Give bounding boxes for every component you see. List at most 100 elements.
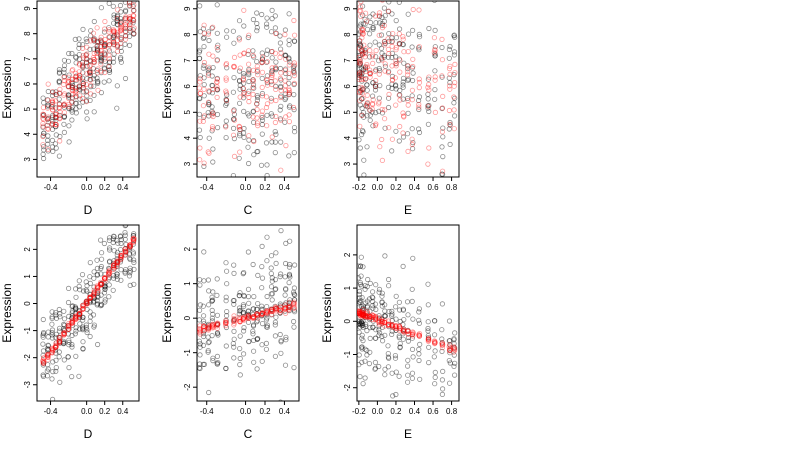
data-point-fitted — [286, 304, 292, 311]
data-point-observed — [110, 3, 116, 9]
data-point-fitted — [359, 312, 365, 318]
data-point-fitted — [410, 63, 416, 70]
data-point-fitted — [246, 99, 252, 105]
data-point-observed — [447, 338, 453, 344]
data-point-fitted — [359, 90, 366, 96]
data-point-observed — [131, 1, 137, 4]
data-point-fitted — [98, 47, 105, 53]
data-point-observed — [446, 338, 452, 344]
data-point-observed — [410, 316, 416, 322]
data-point-observed — [200, 361, 206, 367]
data-point-fitted — [397, 97, 403, 103]
data-point-observed — [210, 357, 216, 364]
data-point-fitted — [84, 60, 90, 66]
data-point-fitted — [99, 281, 105, 287]
data-point-observed — [278, 399, 283, 401]
data-point-observed — [69, 107, 75, 113]
data-point-observed — [95, 47, 101, 54]
data-point-fitted — [90, 54, 97, 61]
data-point-fitted — [65, 78, 71, 84]
data-point-observed — [131, 7, 137, 14]
data-point-observed — [358, 319, 364, 325]
data-point-fitted — [102, 36, 108, 43]
x-axis-title: E — [404, 427, 412, 441]
data-point-fitted — [45, 97, 51, 103]
data-point-fitted — [366, 314, 373, 320]
data-point-fitted — [94, 70, 101, 76]
data-point-observed — [357, 85, 362, 91]
data-point-observed — [114, 21, 120, 27]
data-point-fitted — [393, 63, 399, 69]
data-point-observed — [425, 76, 431, 82]
data-point-observed — [389, 323, 395, 329]
data-point-observed — [57, 311, 63, 317]
data-point-fitted — [385, 36, 391, 42]
data-point-fitted — [396, 324, 402, 330]
data-point-fitted — [432, 47, 438, 54]
data-point-observed — [367, 324, 373, 331]
data-point-observed — [385, 8, 391, 15]
data-point-fitted — [439, 57, 445, 63]
data-point-observed — [357, 324, 363, 330]
data-point-observed — [80, 326, 86, 333]
x-tick-label: 0.0 — [240, 407, 252, 416]
data-point-fitted — [224, 97, 230, 104]
data-point-fitted — [357, 89, 362, 95]
data-point-observed — [389, 54, 395, 61]
data-point-fitted — [282, 31, 288, 38]
data-point-observed — [405, 312, 411, 318]
data-point-fitted — [49, 346, 56, 353]
data-point-observed — [236, 18, 243, 24]
data-point-observed — [392, 355, 399, 361]
data-point-observed — [91, 109, 97, 115]
data-point-observed — [102, 43, 108, 49]
data-point-observed — [45, 104, 51, 110]
data-point-fitted — [61, 81, 67, 88]
data-point-observed — [69, 332, 75, 339]
data-point-fitted — [446, 83, 453, 89]
data-point-fitted — [359, 27, 366, 34]
data-point-fitted — [379, 318, 385, 325]
data-point-observed — [286, 272, 293, 278]
data-point-fitted — [359, 314, 365, 320]
data-point-fitted — [259, 59, 265, 66]
data-point-fitted — [49, 98, 56, 104]
data-point-observed — [209, 298, 215, 304]
data-point-observed — [369, 289, 376, 295]
data-point-fitted — [201, 160, 207, 166]
data-point-fitted — [362, 50, 368, 57]
x-tick-label: 0.4 — [279, 183, 291, 192]
data-point-observed — [127, 246, 133, 252]
data-point-fitted — [359, 29, 365, 35]
data-point-fitted — [214, 84, 220, 90]
data-point-observed — [379, 290, 385, 296]
data-point-observed — [61, 339, 67, 346]
data-point-fitted — [376, 101, 382, 107]
data-point-observed — [224, 28, 230, 34]
data-point-observed — [114, 273, 120, 279]
data-point-fitted — [127, 22, 133, 28]
data-point-observed — [381, 313, 387, 319]
data-point-observed — [69, 79, 75, 85]
data-point-fitted — [364, 64, 371, 70]
data-point-observed — [366, 316, 373, 323]
data-point-fitted — [52, 344, 59, 351]
data-point-observed — [201, 62, 207, 69]
data-point-observed — [76, 283, 82, 289]
data-point-observed — [365, 276, 371, 283]
data-point-observed — [87, 333, 93, 340]
data-point-observed — [201, 82, 207, 88]
data-point-fitted — [264, 308, 270, 314]
data-point-observed — [130, 27, 136, 33]
data-point-observed — [370, 324, 376, 331]
data-point-fitted — [223, 88, 229, 94]
data-point-fitted — [131, 239, 137, 245]
data-point-fitted — [61, 92, 67, 98]
data-point-observed — [372, 83, 379, 89]
data-point-fitted — [214, 321, 220, 327]
data-point-fitted — [452, 61, 458, 68]
data-point-observed — [49, 321, 55, 327]
data-point-fitted — [80, 305, 86, 311]
data-point-fitted — [357, 310, 363, 317]
data-point-fitted — [273, 97, 279, 104]
